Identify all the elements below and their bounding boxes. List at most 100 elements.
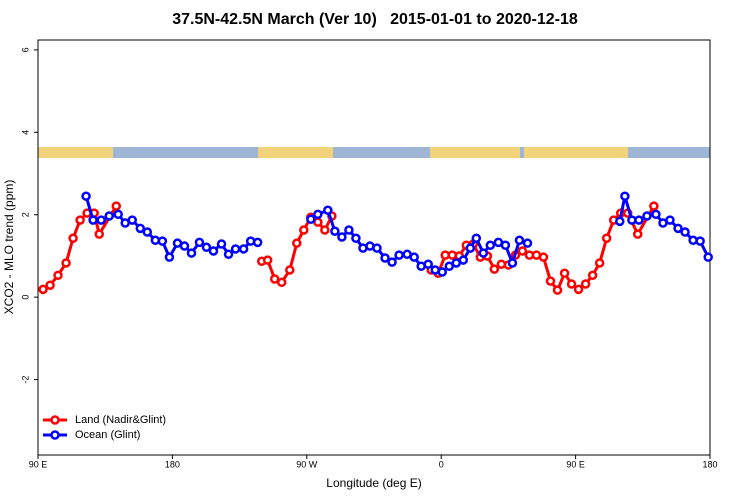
- point: [559, 268, 570, 279]
- y-tick-label: 0: [20, 295, 30, 300]
- legend-marker: [50, 415, 60, 425]
- point: [344, 225, 354, 235]
- series-line: [84, 195, 710, 274]
- point: [127, 215, 137, 225]
- point: [88, 215, 98, 225]
- point: [545, 276, 556, 286]
- point: [478, 248, 489, 258]
- point: [634, 215, 644, 225]
- x-tick-label: 180: [165, 459, 180, 469]
- point: [423, 259, 433, 269]
- point: [703, 252, 713, 262]
- point: [68, 233, 78, 243]
- plot-frame: [37, 39, 711, 456]
- point: [552, 285, 563, 295]
- point: [306, 214, 316, 225]
- point: [135, 223, 146, 234]
- point: [208, 246, 219, 256]
- point: [587, 270, 598, 281]
- point: [695, 236, 705, 246]
- point: [142, 227, 153, 237]
- point: [394, 250, 404, 260]
- point: [485, 240, 496, 250]
- point: [514, 235, 525, 246]
- point: [517, 246, 528, 256]
- point: [104, 211, 114, 221]
- point: [262, 255, 273, 265]
- point: [337, 232, 347, 242]
- point: [179, 241, 190, 251]
- point: [61, 258, 71, 268]
- point: [471, 233, 482, 243]
- point: [665, 215, 675, 225]
- point: [230, 244, 241, 254]
- y-tick-label: 4: [20, 130, 30, 135]
- point: [538, 252, 549, 262]
- land-band: [258, 147, 333, 158]
- point: [507, 258, 518, 268]
- point: [632, 229, 643, 239]
- x-tick-label: 90 W: [296, 459, 318, 469]
- legend-label: Land (Nadir&Glint): [75, 414, 166, 426]
- point: [437, 267, 447, 277]
- point: [458, 255, 469, 265]
- point: [372, 243, 382, 253]
- point: [409, 252, 419, 262]
- point: [601, 233, 612, 243]
- point: [252, 237, 263, 248]
- legend-marker: [50, 430, 60, 440]
- land-band: [38, 147, 113, 158]
- point: [223, 249, 234, 260]
- point: [292, 238, 302, 248]
- x-tick-label: 90 E: [566, 459, 585, 469]
- chart-title: 37.5N-42.5N March (Ver 10) 2015-01-01 to…: [172, 11, 578, 28]
- point: [320, 225, 330, 235]
- point: [81, 191, 91, 201]
- y-tick-label: 2: [20, 212, 30, 217]
- land-band: [430, 147, 520, 158]
- point: [96, 215, 106, 225]
- point: [194, 237, 205, 248]
- land-ocean-strip: [38, 147, 710, 158]
- point: [387, 257, 397, 267]
- point: [580, 279, 591, 289]
- y-tick-label: -2: [20, 376, 30, 384]
- point: [113, 209, 123, 220]
- x-tick-label: 0: [439, 459, 444, 469]
- point: [299, 225, 309, 235]
- y-axis-label: XCO2 - MLO trend (ppm): [2, 180, 16, 315]
- point: [351, 233, 361, 243]
- point: [465, 243, 476, 253]
- ocean-band: [38, 147, 710, 158]
- point: [201, 242, 212, 253]
- point: [285, 265, 295, 275]
- point: [594, 258, 605, 268]
- point: [651, 209, 661, 220]
- point: [276, 277, 287, 288]
- point: [94, 229, 104, 239]
- point: [444, 261, 455, 272]
- point: [313, 209, 323, 220]
- point: [111, 201, 122, 211]
- point: [680, 227, 690, 237]
- x-axis-label: Longitude (deg E): [326, 476, 421, 490]
- point: [157, 236, 168, 246]
- point: [566, 279, 577, 289]
- point: [522, 238, 533, 248]
- point: [323, 205, 333, 215]
- land-band: [524, 147, 628, 158]
- point: [615, 216, 625, 227]
- point: [38, 284, 48, 295]
- point: [53, 270, 63, 281]
- point: [45, 280, 55, 290]
- point: [673, 223, 683, 234]
- x-tick-label: 90 E: [29, 459, 48, 469]
- point: [164, 252, 175, 262]
- point: [75, 215, 85, 225]
- point: [500, 240, 511, 250]
- point: [489, 264, 500, 274]
- point: [573, 284, 584, 295]
- y-tick-label: 6: [20, 47, 30, 52]
- x-tick-label: 180: [702, 459, 717, 469]
